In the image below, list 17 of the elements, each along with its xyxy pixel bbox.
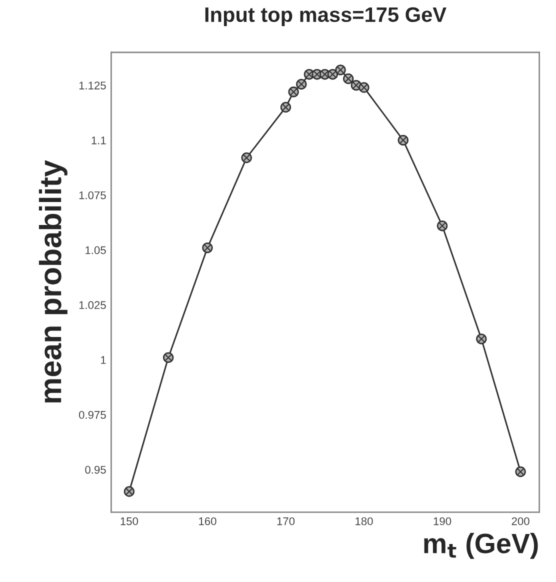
x-tick-label: 150 [120,517,138,526]
y-tick-label: 1.125 [79,82,106,90]
x-tick-label: 190 [434,517,452,526]
y-tick-label: 1.05 [86,246,106,254]
y-tick-label: 1.075 [79,191,106,200]
x-tick-label: 160 [199,517,216,526]
x-tick-label: 180 [356,517,373,526]
chart-title: Input top mass=175 GeV [205,7,446,26]
x-tick-label: 170 [277,517,295,526]
y-tick-label: 1.025 [79,301,106,310]
y-axis-title: mean probability [38,160,68,402]
x-axis-title: m$_{t}$ (GeV) [424,532,538,559]
y-tick-label: 1 [101,356,106,364]
y-tick-label: 1.1 [92,136,106,144]
x-tick-label: 200 [512,517,530,526]
y-tick-label: 0.975 [78,410,106,419]
y-tick-label: 0.95 [85,466,106,474]
